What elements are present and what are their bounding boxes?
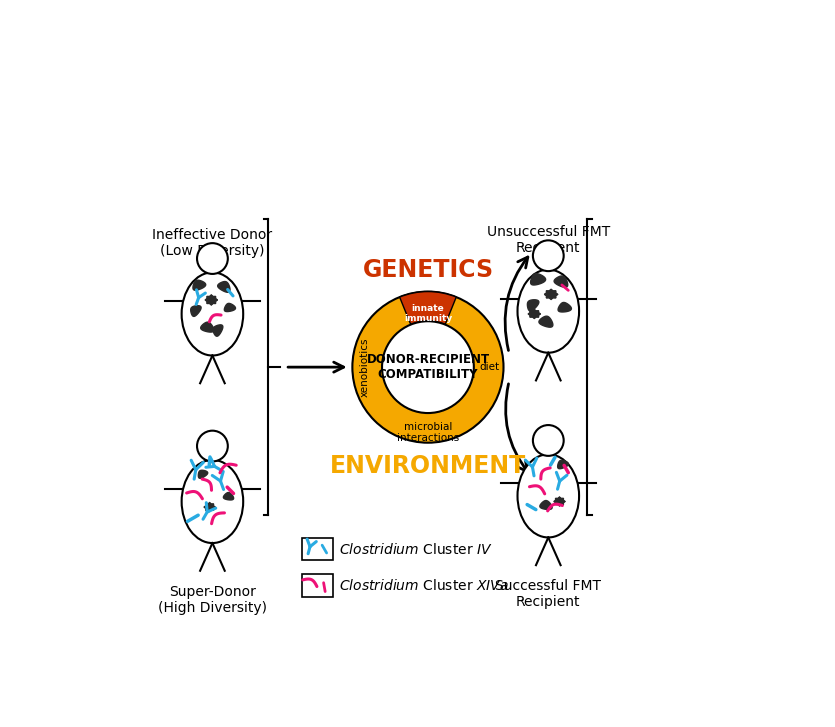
Polygon shape xyxy=(225,303,235,312)
Polygon shape xyxy=(199,470,208,478)
Ellipse shape xyxy=(518,454,579,537)
Circle shape xyxy=(533,241,564,271)
Text: diet: diet xyxy=(480,362,500,372)
Polygon shape xyxy=(558,302,571,312)
Ellipse shape xyxy=(518,270,579,353)
Polygon shape xyxy=(224,492,234,500)
Ellipse shape xyxy=(182,460,243,543)
Polygon shape xyxy=(528,300,539,311)
Polygon shape xyxy=(204,502,215,512)
Text: GENETICS: GENETICS xyxy=(362,258,493,282)
Text: Super-Donor
(High Diversity): Super-Donor (High Diversity) xyxy=(158,585,267,615)
Ellipse shape xyxy=(182,273,243,356)
Text: $\it{Clostridium}$ Cluster $\it{IV}$: $\it{Clostridium}$ Cluster $\it{IV}$ xyxy=(340,542,493,557)
Text: microbial
interactions: microbial interactions xyxy=(397,422,459,443)
Polygon shape xyxy=(554,276,568,287)
Polygon shape xyxy=(218,281,230,292)
Text: DONOR-RECIPIENT
COMPATIBILITY: DONOR-RECIPIENT COMPATIBILITY xyxy=(367,353,489,381)
Text: Unsuccessful FMT
Recipient: Unsuccessful FMT Recipient xyxy=(487,225,610,255)
Text: innate
immunity: innate immunity xyxy=(404,304,452,324)
Circle shape xyxy=(382,321,473,413)
Circle shape xyxy=(352,292,504,443)
Text: Ineffective Donor
(Low Diversity): Ineffective Donor (Low Diversity) xyxy=(152,228,272,258)
Polygon shape xyxy=(540,501,552,510)
Polygon shape xyxy=(529,310,540,318)
Polygon shape xyxy=(213,325,223,337)
Polygon shape xyxy=(193,280,205,290)
Polygon shape xyxy=(544,289,558,300)
Polygon shape xyxy=(530,273,545,285)
Polygon shape xyxy=(558,460,569,469)
Circle shape xyxy=(197,243,228,274)
Polygon shape xyxy=(554,497,565,506)
Polygon shape xyxy=(539,316,553,327)
Polygon shape xyxy=(200,322,214,332)
Text: Successful FMT
Recipient: Successful FMT Recipient xyxy=(495,579,601,609)
Text: xenobiotics: xenobiotics xyxy=(359,337,369,397)
Wedge shape xyxy=(400,292,456,324)
Bar xyxy=(302,574,333,597)
Text: $\it{Clostridium}$ Cluster $\it{XIVa}$: $\it{Clostridium}$ Cluster $\it{XIVa}$ xyxy=(340,578,509,593)
Bar xyxy=(302,538,333,561)
Text: ENVIRONMENT: ENVIRONMENT xyxy=(330,454,526,478)
Polygon shape xyxy=(205,295,217,305)
Polygon shape xyxy=(190,305,201,316)
Circle shape xyxy=(197,430,228,462)
Circle shape xyxy=(533,425,564,456)
